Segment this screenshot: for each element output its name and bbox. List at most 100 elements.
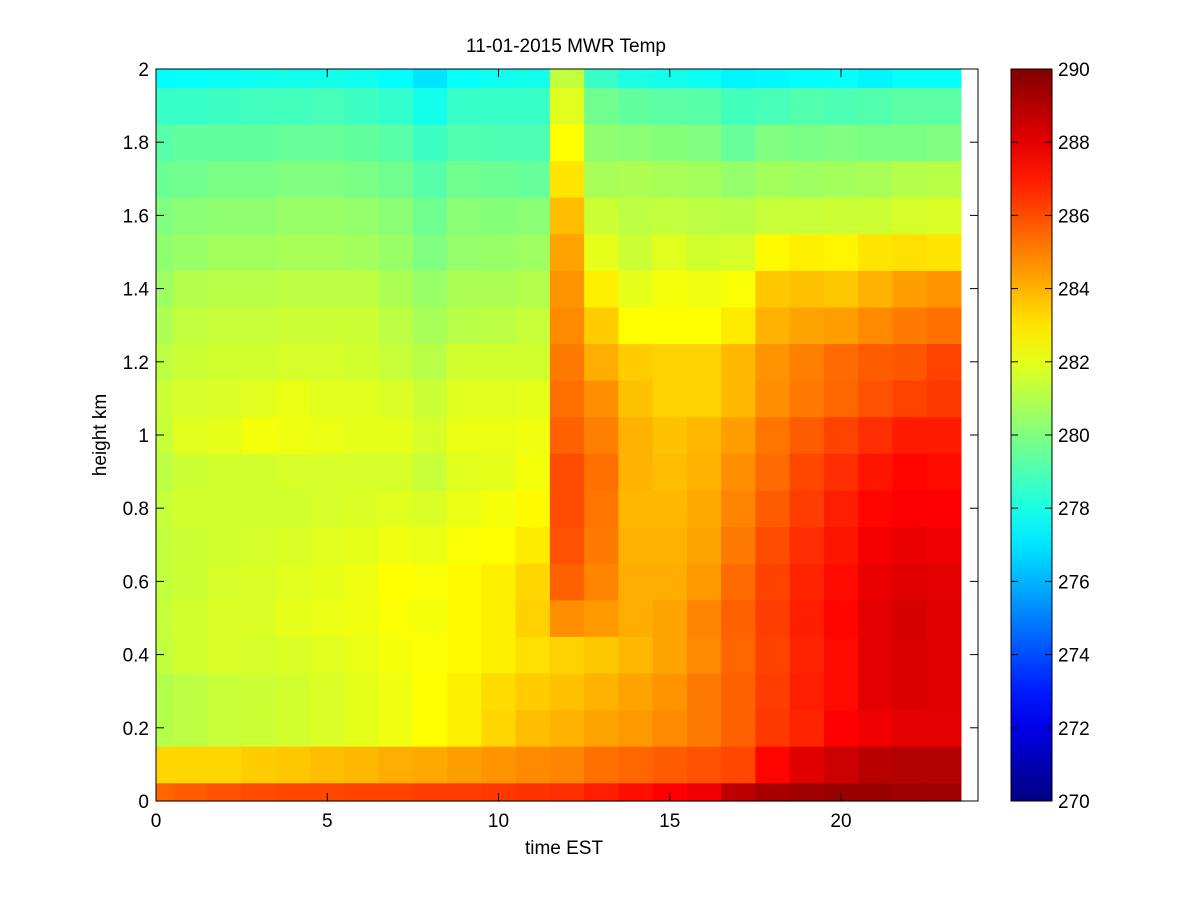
heatmap-cell (344, 160, 380, 198)
heatmap-cell (789, 672, 825, 711)
heatmap-cell (447, 636, 482, 674)
heatmap-cell (173, 489, 208, 528)
heatmap-cell (378, 782, 414, 802)
heatmap-cell (823, 87, 859, 125)
heatmap-cell (755, 526, 791, 564)
heatmap-cell (892, 160, 928, 198)
heatmap-cell (481, 453, 517, 491)
heatmap-cell (156, 233, 174, 271)
heatmap-cell (275, 380, 311, 418)
x-tick-label: 0 (151, 811, 162, 832)
y-tick-label: 1.8 (123, 133, 149, 154)
heatmap-cell (344, 672, 380, 711)
heatmap-cell (618, 672, 654, 711)
colorbar-tick-label: 276 (1058, 572, 1090, 593)
heatmap-cell (858, 526, 893, 564)
heatmap-cell (686, 782, 722, 802)
heatmap-cell (310, 636, 345, 674)
heatmap-cell (447, 746, 482, 784)
heatmap-cell (515, 69, 551, 88)
heatmap-cell (549, 526, 585, 564)
heatmap-cell (241, 709, 277, 747)
heatmap-cell (823, 489, 859, 528)
heatmap-cell (207, 599, 243, 637)
heatmap-cell (926, 306, 962, 345)
heatmap-cell (823, 123, 859, 162)
heatmap-cell (207, 636, 243, 674)
heatmap-cell (447, 160, 482, 198)
heatmap-cell (207, 160, 243, 198)
heatmap-cell (721, 599, 756, 637)
heatmap-cell (549, 416, 585, 454)
heatmap-cell (789, 526, 825, 564)
heatmap-cell (549, 270, 585, 308)
heatmap-cell (858, 636, 893, 674)
heatmap-cell (584, 197, 619, 235)
heatmap-cell (686, 380, 722, 418)
heatmap-cell (892, 69, 928, 88)
heatmap-cell (378, 599, 414, 637)
heatmap-cell (892, 123, 928, 162)
heatmap-cell (755, 270, 791, 308)
heatmap-cell (823, 233, 859, 271)
colorbar-tick-label: 278 (1058, 499, 1090, 520)
heatmap-cell (926, 87, 962, 125)
heatmap-cell (344, 69, 380, 88)
heatmap-cell (515, 380, 551, 418)
heatmap-cell (173, 87, 208, 125)
heatmap-cell (858, 416, 893, 454)
heatmap-cell (618, 233, 654, 271)
heatmap-cell (926, 526, 962, 564)
heatmap-cell (241, 306, 277, 345)
heatmap-cell (378, 69, 414, 88)
y-axis-label: height km (90, 394, 111, 476)
heatmap-cell (241, 197, 277, 235)
heatmap-cell (481, 563, 517, 601)
heatmap-cell (823, 526, 859, 564)
colorbar-tick-label: 286 (1058, 206, 1090, 227)
heatmap-cell (515, 160, 551, 198)
heatmap-cell (686, 197, 722, 235)
heatmap-cell (447, 87, 482, 125)
heatmap-cell (858, 672, 893, 711)
heatmap-cell (173, 672, 208, 711)
heatmap-cell (721, 489, 756, 528)
heatmap-cell (721, 87, 756, 125)
heatmap-cell (652, 636, 688, 674)
heatmap-cell (721, 123, 756, 162)
heatmap-cell (721, 160, 756, 198)
heatmap-cell (481, 197, 517, 235)
heatmap-cell (447, 489, 482, 528)
heatmap-cell (926, 123, 962, 162)
heatmap-cell (156, 746, 174, 784)
heatmap-cell (823, 599, 859, 637)
heatmap-cell (275, 453, 311, 491)
heatmap-cell (378, 672, 414, 711)
heatmap-cell (173, 636, 208, 674)
heatmap-cell (156, 416, 174, 454)
heatmap-cell (481, 380, 517, 418)
heatmap-cell (823, 563, 859, 601)
heatmap-cell (584, 233, 619, 271)
heatmap-cell (344, 123, 380, 162)
heatmap-cell (412, 636, 448, 674)
heatmap-cell (481, 233, 517, 271)
heatmap-cell (447, 599, 482, 637)
heatmap-cell (481, 489, 517, 528)
heatmap-cell (412, 197, 448, 235)
heatmap-cell (481, 746, 517, 784)
heatmap-cell (892, 197, 928, 235)
heatmap-cell (310, 380, 345, 418)
heatmap-cell (412, 123, 448, 162)
heatmap-cell (686, 672, 722, 711)
heatmap-cell (412, 270, 448, 308)
heatmap-cell (721, 270, 756, 308)
heatmap-cell (412, 69, 448, 88)
heatmap-cell (378, 123, 414, 162)
heatmap-cell (549, 782, 585, 802)
heatmap-cell (156, 87, 174, 125)
heatmap-cell (344, 489, 380, 528)
heatmap-cell (789, 782, 825, 802)
heatmap-cell (156, 69, 174, 88)
heatmap-cell (344, 270, 380, 308)
